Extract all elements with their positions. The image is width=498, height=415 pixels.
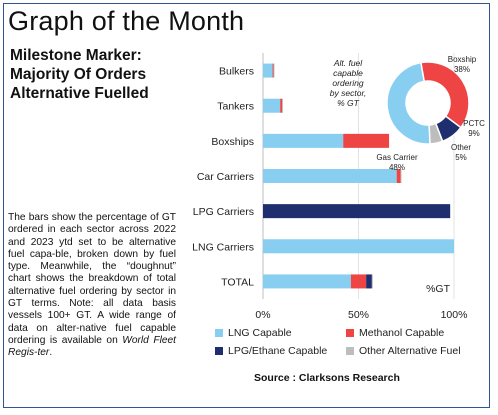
bar-boxships-lng [263,133,344,148]
bar-bulkers-methanol [272,63,274,78]
category-label-lng-carriers: LNG Carriers [192,241,254,253]
donut-value-boxship: 38% [454,65,470,74]
category-label-boxships: Boxships [211,136,254,148]
donut-title-line-3: ordering [332,78,363,88]
bar-lng-carriers-lng [263,239,454,254]
legend-label-methanol: Methanol Capable [359,327,445,339]
donut-title-line-2: capable [333,68,363,78]
category-label-car-carriers: Car Carriers [197,171,254,183]
donut-title-line-1: Alt. fuel [333,58,363,68]
bar-total-lng [263,274,351,289]
headline-line-3: Alternative Fuelled [10,85,149,102]
donut-value-other: 5% [455,153,467,162]
category-label-lpg-carriers: LPG Carriers [193,206,254,218]
legend-item-other: Other Alternative Fuel [346,345,461,357]
x-tick-label-1: 50% [348,309,369,321]
donut-value-gas-carrier: 48% [389,163,405,172]
legend-swatch-lng [215,329,223,337]
legend-label-other: Other Alternative Fuel [359,345,461,357]
bar-total-methanol [350,274,367,289]
x-tick-label-0: 0% [255,309,270,321]
bar-tankers-methanol [280,98,283,113]
legend-item-lpg: LPG/Ethane Capable [215,345,327,357]
legend-item-lng: LNG Capable [215,327,292,339]
bar-lpg-carriers-lpg [263,204,451,219]
bar-boxships-methanol [343,133,390,148]
donut-title-line-4: by sector, [330,88,366,98]
page-title: Graph of the Month [8,6,245,36]
headline-line-1: Milestone Marker: [10,47,142,64]
bar-car-carriers-lng [263,169,397,183]
donut-title-line-5: % GT [337,98,360,108]
bar-bulkers-lng [263,63,273,78]
donut-label-boxship: Boxship [448,55,477,64]
bar-total-other [371,274,373,289]
legend-item-methanol: Methanol Capable [346,327,444,339]
bar-tankers-other [282,98,284,113]
donut-label-gas-carrier: Gas Carrier [376,153,418,162]
description-end: . [49,347,53,359]
headline-line-2: Majority Of Orders [10,66,147,83]
donut-slice-boxship [420,61,470,129]
donut-value-pctc: 9% [468,129,480,138]
x-tick-label-2: 100% [441,309,468,321]
category-label-tankers: Tankers [217,101,254,113]
legend-swatch-lpg [215,347,223,355]
bar-total-lpg [366,274,372,289]
bar-car-carriers-other [400,169,402,183]
chart-headline: Milestone Marker: Majority Of Orders Alt… [10,46,180,103]
category-label-total: TOTAL [221,276,254,288]
description-text: The bars show the percentage of GT order… [8,212,176,360]
legend-label-lng: LNG Capable [228,327,292,339]
legend-swatch-other [346,347,354,355]
donut-label-other: Other [451,143,471,152]
bar-tankers-lng [263,98,281,113]
bar-car-carriers-methanol [396,169,401,183]
bar-bulkers-other [273,63,275,78]
donut-slice-gas-carrier [386,61,431,145]
source-credit: Source : Clarksons Research [254,372,400,384]
description-main: The bars show the percentage of GT order… [8,212,176,346]
description-italic: World Fleet Regis-ter [8,334,176,359]
panel-frame [3,3,490,408]
legend-swatch-methanol [346,329,354,337]
donut-label-pctc: PCTC [463,119,485,128]
legend-label-lpg: LPG/Ethane Capable [228,345,328,357]
category-label-bulkers: Bulkers [219,66,254,78]
unit-label: %GT [426,283,451,295]
